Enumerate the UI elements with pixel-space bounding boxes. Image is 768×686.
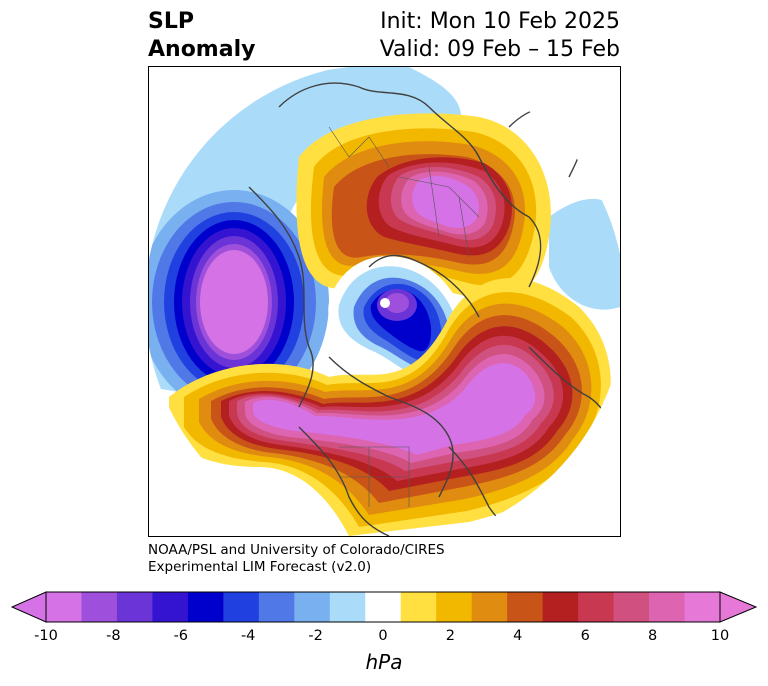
colorbar bbox=[10, 591, 758, 623]
colorbar-tick-label: 0 bbox=[378, 628, 388, 644]
neg-anomaly-right bbox=[549, 198, 620, 310]
slp-anomaly-map bbox=[148, 66, 621, 537]
colorbar-swatch bbox=[116, 592, 153, 622]
borders bbox=[328, 126, 480, 507]
colorbar-tick-label: -10 bbox=[34, 628, 58, 644]
title-line-1: SLP bbox=[148, 9, 194, 34]
colorbar-swatch bbox=[46, 592, 82, 622]
colorbar-extend-high bbox=[719, 591, 758, 623]
credit-text: NOAA/PSL and University of Colorado/CIRE… bbox=[148, 542, 445, 576]
colorbar-swatch bbox=[613, 592, 650, 622]
init-date: Init: Mon 10 Feb 2025 bbox=[380, 9, 620, 34]
atlantic-high bbox=[169, 278, 611, 536]
colorbar-tick-label: -6 bbox=[173, 628, 189, 644]
colorbar-swatch bbox=[81, 592, 118, 622]
colorbar-swatch bbox=[187, 592, 224, 622]
colorbar-tick-label: -4 bbox=[240, 628, 256, 644]
colorbar-tick-label: 10 bbox=[710, 628, 730, 644]
colorbar-extend-low bbox=[10, 591, 47, 623]
siberian-high bbox=[296, 113, 551, 301]
colorbar-swatch bbox=[507, 592, 544, 622]
pacific-low bbox=[149, 190, 329, 414]
colorbar-unit: hPa bbox=[365, 650, 403, 674]
colorbar-swatch bbox=[223, 592, 260, 622]
colorbar-tick-label: 2 bbox=[445, 628, 456, 644]
colorbar-swatch bbox=[542, 592, 579, 622]
forecast-dates: Init: Mon 10 Feb 2025 Valid: 09 Feb – 15… bbox=[380, 8, 620, 64]
colorbar-tick-label: -8 bbox=[106, 628, 121, 644]
map-title: SLP Anomaly bbox=[148, 8, 255, 64]
valid-dates: Valid: 09 Feb – 15 Feb bbox=[379, 37, 620, 62]
credit-line-2: Experimental LIM Forecast (v2.0) bbox=[148, 559, 372, 575]
anomaly-field bbox=[149, 67, 620, 536]
colorbar-swatch bbox=[684, 592, 721, 622]
colorbar-frame bbox=[45, 591, 721, 623]
title-line-2: Anomaly bbox=[148, 37, 256, 62]
credit-line-1: NOAA/PSL and University of Colorado/CIRE… bbox=[148, 542, 445, 558]
map-canvas bbox=[149, 67, 620, 536]
colorbar-tick-label: 8 bbox=[647, 628, 658, 644]
colorbar-swatch bbox=[578, 592, 615, 622]
colorbar-swatch bbox=[152, 592, 189, 622]
colorbar-swatch bbox=[436, 592, 473, 622]
colorbar-tick-label: -2 bbox=[308, 628, 323, 644]
colorbar-swatch bbox=[365, 592, 402, 622]
colorbar-swatch bbox=[649, 592, 686, 622]
colorbar-swatch bbox=[294, 592, 331, 622]
colorbar-swatch bbox=[471, 592, 508, 622]
colorbar-swatch bbox=[400, 592, 437, 622]
coastlines bbox=[248, 82, 620, 536]
colorbar-tick-label: 4 bbox=[513, 628, 523, 644]
colorbar-tick-label: 6 bbox=[580, 628, 590, 644]
colorbar-swatch bbox=[329, 592, 366, 622]
colorbar-swatch bbox=[258, 592, 295, 622]
